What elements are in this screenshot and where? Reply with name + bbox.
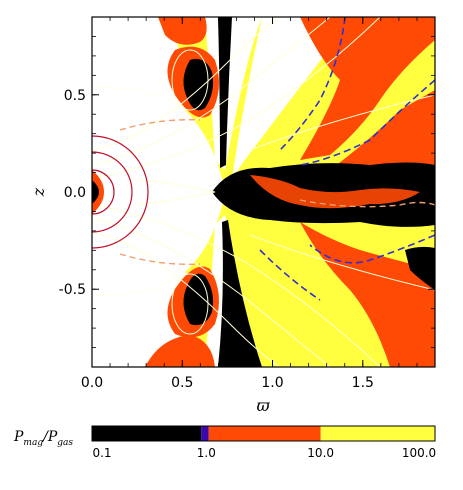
colorbar-frame (91, 425, 436, 442)
region-black-jet-top (218, 17, 232, 168)
contours-field-lines (92, 17, 435, 367)
colorbar: 0.1 1.0 10.0 100.0 (91, 425, 436, 460)
region-black-bottom-blob (183, 273, 214, 326)
contours-salmon-dashed (119, 119, 435, 265)
y-axis-label: z (29, 187, 48, 197)
colorbar-title: Pmag/Pgas (13, 429, 73, 448)
y-axis-ticks: 0.5 0.0 -0.5 (59, 36, 435, 348)
region-orange-disk-mix (250, 175, 420, 209)
y-tick-label: -0.5 (59, 282, 86, 298)
x-tick-label: 1.0 (261, 375, 283, 391)
x-tick-label: 1.5 (352, 375, 374, 391)
contours-blue-dashed (259, 17, 435, 301)
x-tick-label: 0.0 (81, 375, 103, 391)
x-axis-label: ϖ (256, 396, 270, 415)
colorbar-band (92, 426, 202, 441)
contours-red-origin (92, 135, 149, 249)
colorbar-band (201, 426, 209, 441)
region-black-top-blob (183, 58, 214, 111)
region-orange-bottom-lobe (145, 335, 215, 367)
region-black-lower-patch (405, 246, 435, 290)
colorbar-tick-label: 1.0 (197, 446, 216, 460)
y-tick-label: 0.0 (64, 185, 86, 201)
colorbar-tick-label: 100.0 (402, 446, 436, 460)
colorbar-band (320, 426, 435, 441)
x-tick-label: 0.5 (171, 375, 193, 391)
y-tick-label: 0.5 (64, 88, 86, 104)
region-orange-upper-wind (300, 17, 435, 160)
plot-area (92, 17, 435, 367)
colorbar-tick-label: 10.0 (307, 446, 334, 460)
x-axis-ticks: 0.0 0.5 1.0 1.5 (81, 17, 418, 391)
region-orange-top-lobe (158, 17, 207, 45)
region-white-right-top (232, 17, 355, 180)
colorbar-band (208, 426, 321, 441)
colorbar-tick-label: 0.1 (92, 446, 111, 460)
region-orange-upper-band (330, 90, 435, 170)
region-orange-lower-wind (300, 222, 435, 367)
